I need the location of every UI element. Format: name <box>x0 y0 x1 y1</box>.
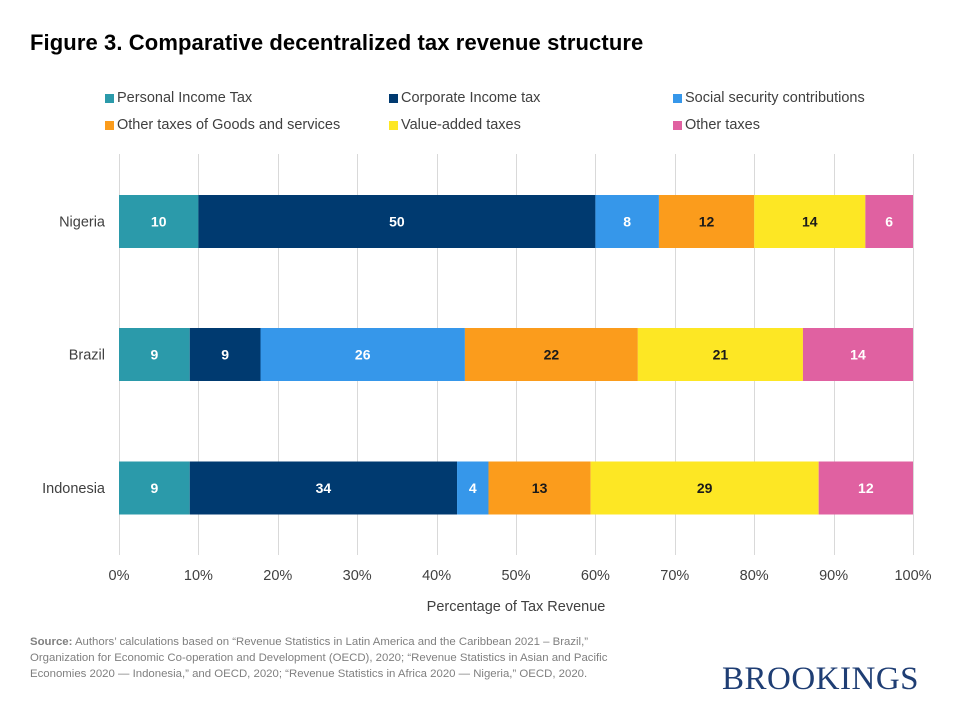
data-label: 14 <box>850 347 866 363</box>
legend-item: Personal Income Tax <box>105 90 252 106</box>
data-label: 9 <box>221 347 229 363</box>
legend-item: Social security contributions <box>673 90 865 106</box>
legend-label: Corporate Income tax <box>401 90 541 106</box>
bar-segment <box>818 461 913 515</box>
y-category-label: Indonesia <box>42 481 106 497</box>
bar-segment <box>189 328 261 381</box>
data-label: 34 <box>316 480 332 496</box>
x-tick-label: 80% <box>740 568 769 584</box>
data-label: 29 <box>697 480 713 496</box>
data-label: 22 <box>544 347 560 363</box>
data-label: 14 <box>802 214 818 230</box>
data-label: 13 <box>532 480 548 496</box>
brookings-logo: BROOKINGS <box>722 661 920 697</box>
source-note: Source: Authors’ calculations based on “… <box>30 634 655 682</box>
bar-segment <box>119 328 190 381</box>
data-label: 9 <box>150 480 158 496</box>
bar-segment <box>754 195 866 248</box>
legend-swatch <box>105 93 114 103</box>
data-label: 12 <box>699 214 715 230</box>
bar-segment <box>119 195 199 248</box>
legend-swatch <box>673 120 682 130</box>
legend-swatch <box>389 120 398 130</box>
source-text: Authors’ calculations based on “Revenue … <box>30 636 608 680</box>
data-label: 12 <box>858 480 874 496</box>
x-tick-label: 30% <box>343 568 372 584</box>
bar-segment <box>865 195 913 248</box>
legend-swatch <box>673 93 682 103</box>
x-tick-label: 10% <box>184 568 213 584</box>
legend-label: Other taxes of Goods and services <box>117 117 341 133</box>
x-tick-label: 20% <box>263 568 292 584</box>
bar-segment <box>802 328 913 381</box>
bar-segment <box>464 328 638 381</box>
bar-segment <box>488 461 591 515</box>
legend-label: Value-added taxes <box>401 117 521 133</box>
legend-label: Social security contributions <box>685 90 865 106</box>
data-label: 9 <box>150 347 158 363</box>
data-label: 21 <box>713 347 729 363</box>
bar-segment <box>198 195 596 248</box>
data-label: 4 <box>469 480 477 496</box>
x-tick-label: 90% <box>819 568 848 584</box>
chart-title: Figure 3. Comparative decentralized tax … <box>30 30 644 55</box>
legend-item: Value-added taxes <box>389 117 521 133</box>
data-label: 26 <box>355 347 371 363</box>
legend-swatch <box>105 120 114 130</box>
y-category-label: Brazil <box>69 348 105 364</box>
data-label: 6 <box>885 214 893 230</box>
data-label: 10 <box>151 214 167 230</box>
legend-swatch <box>389 93 398 103</box>
data-label: 8 <box>623 214 631 230</box>
y-category-label: Nigeria <box>59 215 106 231</box>
bar-segment <box>637 328 803 381</box>
bar-segment <box>189 461 458 515</box>
x-tick-label: 0% <box>109 568 130 584</box>
x-axis-label: Percentage of Tax Revenue <box>427 599 606 615</box>
x-tick-label: 50% <box>501 568 530 584</box>
bar-segment <box>658 195 755 248</box>
x-tick-label: 100% <box>894 568 931 584</box>
x-tick-label: 40% <box>422 568 451 584</box>
bar-segment <box>119 461 190 515</box>
source-label: Source: <box>30 636 73 648</box>
legend-item: Corporate Income tax <box>389 90 540 106</box>
data-label: 50 <box>389 214 405 230</box>
x-tick-label: 70% <box>660 568 689 584</box>
bar-segment <box>457 461 489 515</box>
bar-segment <box>590 461 819 515</box>
legend-label: Personal Income Tax <box>117 90 253 106</box>
legend-label: Other taxes <box>685 117 760 133</box>
bar-segment <box>260 328 465 381</box>
x-tick-label: 60% <box>581 568 610 584</box>
legend-item: Other taxes of Goods and services <box>105 117 340 133</box>
legend-item: Other taxes <box>673 117 760 133</box>
bar-segment <box>595 195 659 248</box>
